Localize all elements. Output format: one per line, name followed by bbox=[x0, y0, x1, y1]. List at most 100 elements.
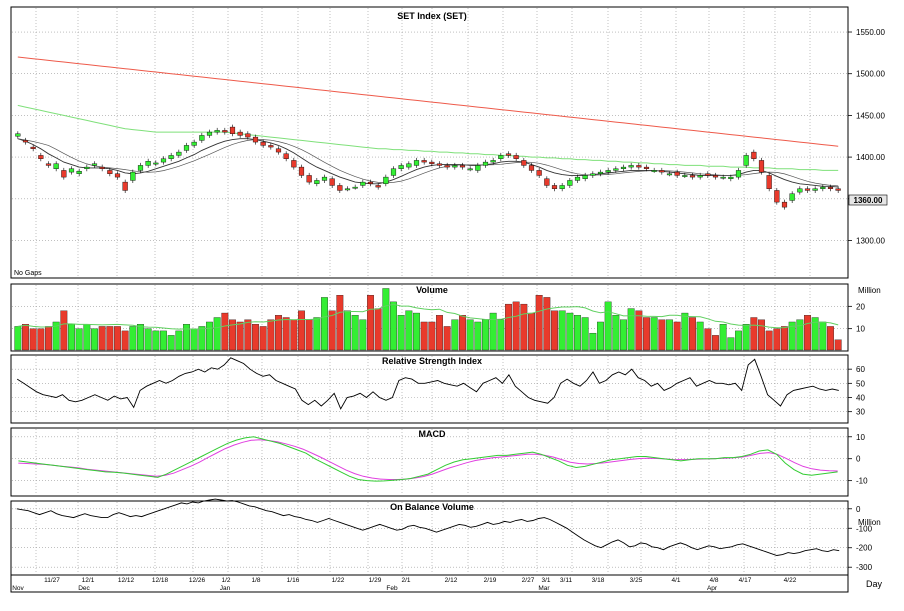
date-tick-label: 2/19 bbox=[484, 577, 497, 584]
candle-body bbox=[536, 170, 542, 176]
candle-body bbox=[590, 173, 596, 176]
candle-body bbox=[781, 201, 788, 208]
volume-bar bbox=[298, 310, 305, 351]
candle-body bbox=[444, 165, 450, 168]
candle-body bbox=[751, 151, 757, 159]
candle-body bbox=[398, 165, 404, 169]
volume-bar bbox=[397, 315, 405, 351]
candle-body bbox=[406, 163, 412, 168]
volume-ma-line bbox=[17, 303, 839, 330]
volume-bar bbox=[612, 315, 620, 351]
candle-body bbox=[22, 140, 29, 143]
candle-body bbox=[61, 170, 67, 178]
date-tick-label: 1/16 bbox=[287, 577, 300, 584]
volume-bar bbox=[620, 319, 627, 351]
volume-bar bbox=[551, 310, 558, 351]
volume-bar bbox=[535, 295, 543, 351]
candle-body bbox=[245, 133, 251, 138]
candle-body bbox=[30, 146, 36, 149]
candle-body bbox=[222, 130, 228, 133]
candle-body bbox=[682, 175, 688, 177]
month-label: Feb bbox=[386, 585, 398, 592]
volume-bar bbox=[152, 330, 160, 351]
obv-tick-label: 0 bbox=[856, 505, 861, 514]
volume-bar bbox=[413, 312, 420, 351]
volume-bar bbox=[14, 326, 22, 351]
volume-bar bbox=[658, 319, 666, 351]
volume-bar bbox=[37, 328, 45, 351]
volume-bar bbox=[773, 328, 781, 351]
candle-body bbox=[84, 166, 90, 169]
obv-unit-label: Million bbox=[858, 518, 881, 527]
price-panel-title: SET Index (SET) bbox=[397, 11, 467, 21]
volume-bar bbox=[236, 321, 244, 351]
candle-body bbox=[383, 176, 389, 184]
macd-panel-frame bbox=[10, 427, 849, 497]
obv-line bbox=[16, 498, 840, 556]
volume-bar bbox=[60, 310, 68, 351]
volume-bar bbox=[29, 328, 37, 351]
candle-body bbox=[352, 186, 358, 189]
candle-body bbox=[130, 171, 136, 181]
volume-bar bbox=[190, 328, 198, 351]
volume-bar bbox=[520, 303, 528, 351]
rsi-panel-title: Relative Strength Index bbox=[382, 356, 482, 366]
volume-bar bbox=[75, 328, 83, 351]
macd-tick-label: 0 bbox=[856, 455, 861, 464]
candle-body bbox=[551, 185, 558, 189]
axes-layer: 1300.001350.001400.001450.001500.001550.… bbox=[12, 28, 885, 592]
volume-bar bbox=[290, 319, 298, 351]
volume-bar bbox=[144, 328, 152, 351]
candle-body bbox=[53, 163, 59, 169]
candle-body bbox=[45, 163, 52, 166]
candle-body bbox=[68, 168, 75, 173]
rsi-tick-label: 50 bbox=[856, 379, 865, 388]
candle-body bbox=[482, 161, 489, 166]
candle-body bbox=[390, 168, 397, 176]
volume-bar bbox=[819, 321, 827, 351]
candle-body bbox=[314, 180, 320, 184]
volume-bar bbox=[344, 310, 351, 351]
candle-body bbox=[229, 126, 236, 134]
candle-body bbox=[344, 188, 351, 191]
volume-bar bbox=[129, 326, 137, 351]
volume-bar bbox=[765, 330, 773, 351]
volume-bar bbox=[489, 312, 497, 351]
candle-body bbox=[628, 165, 634, 168]
date-tick-label: 3/18 bbox=[592, 577, 605, 584]
volume-bar bbox=[213, 317, 221, 351]
month-label: Nov bbox=[12, 585, 24, 592]
candle-body bbox=[107, 170, 113, 174]
month-label: Apr bbox=[707, 585, 718, 592]
volume-bar bbox=[681, 312, 689, 351]
volume-bar bbox=[804, 315, 811, 351]
candle-body bbox=[145, 161, 151, 166]
candle-body bbox=[827, 186, 834, 189]
volume-bar bbox=[420, 321, 428, 351]
last-value-badge bbox=[848, 194, 888, 206]
volume-bar bbox=[696, 321, 704, 351]
candle-body bbox=[176, 151, 182, 156]
volume-bar bbox=[305, 319, 313, 351]
rsi-tick-label: 60 bbox=[856, 365, 865, 374]
candle-body bbox=[804, 188, 811, 191]
candle-body bbox=[766, 175, 772, 189]
candle-body bbox=[720, 176, 726, 179]
volume-bar bbox=[781, 326, 788, 351]
candle-body bbox=[774, 190, 780, 203]
volume-bar bbox=[811, 317, 819, 351]
date-tick-label: 2/12 bbox=[445, 577, 458, 584]
volume-bar bbox=[282, 317, 290, 351]
candle-body bbox=[728, 176, 734, 179]
volume-bar bbox=[689, 317, 696, 351]
volume-bar bbox=[796, 319, 804, 351]
macd-tick-label: 10 bbox=[856, 433, 865, 442]
volume-bar bbox=[834, 339, 842, 351]
price-tick-label: 1450.00 bbox=[856, 111, 885, 120]
candle-body bbox=[812, 188, 818, 191]
obv-panel-frame bbox=[10, 500, 849, 576]
volume-bar bbox=[604, 301, 612, 351]
candle-body bbox=[321, 176, 328, 181]
date-tick-label: 4/22 bbox=[784, 577, 797, 584]
date-tick-label: 3/11 bbox=[560, 577, 573, 584]
